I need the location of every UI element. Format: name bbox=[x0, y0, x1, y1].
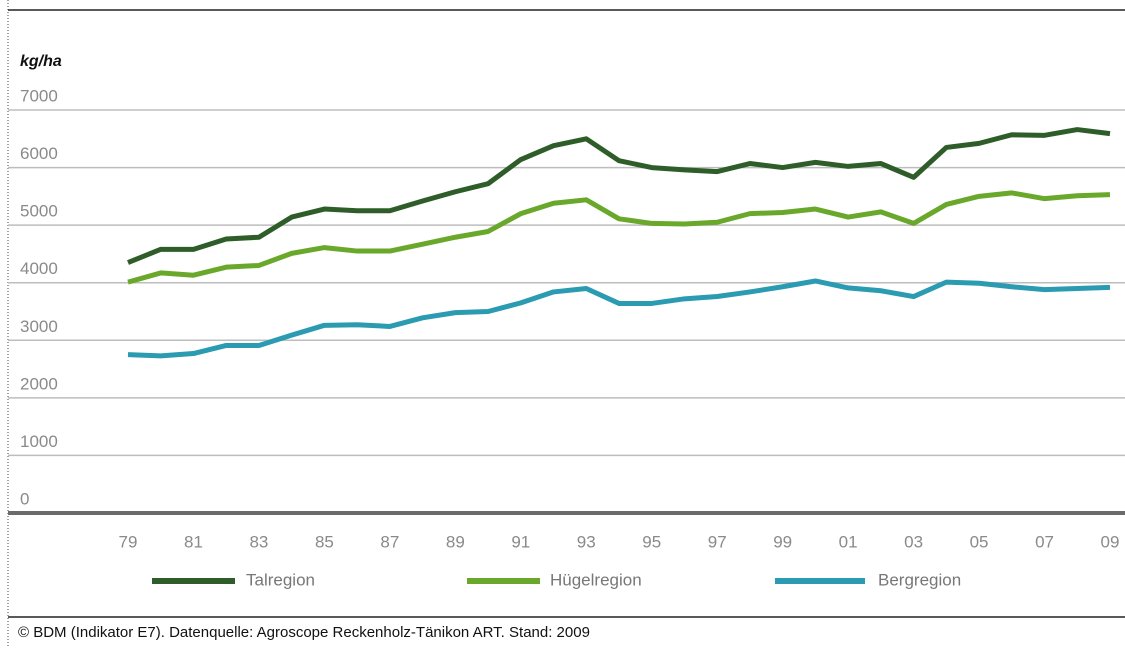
y-tick-label: 5000 bbox=[20, 202, 58, 221]
x-tick-label: 97 bbox=[708, 532, 727, 551]
x-tick-label: 09 bbox=[1101, 532, 1120, 551]
x-tick-label: 93 bbox=[577, 532, 596, 551]
y-tick-label: 7000 bbox=[20, 86, 58, 105]
x-tick-label: 07 bbox=[1035, 532, 1054, 551]
x-tick-label: 79 bbox=[119, 532, 138, 551]
legend-label: Bergregion bbox=[878, 570, 961, 589]
y-tick-label: 0 bbox=[20, 489, 29, 508]
x-tick-label: 99 bbox=[773, 532, 792, 551]
y-tick-label: 1000 bbox=[20, 432, 58, 451]
x-tick-label: 87 bbox=[380, 532, 399, 551]
y-tick-label: 6000 bbox=[20, 144, 58, 163]
x-tick-label: 89 bbox=[446, 532, 465, 551]
x-tick-label: 95 bbox=[642, 532, 661, 551]
x-tick-label: 03 bbox=[904, 532, 923, 551]
y-tick-label: 3000 bbox=[20, 317, 58, 336]
legend-label: Talregion bbox=[246, 570, 315, 589]
y-tick-label: 2000 bbox=[20, 374, 58, 393]
x-tick-label: 85 bbox=[315, 532, 334, 551]
legend-label: Hügelregion bbox=[550, 570, 642, 589]
x-tick-label: 81 bbox=[184, 532, 203, 551]
x-tick-label: 05 bbox=[970, 532, 989, 551]
y-tick-label: 4000 bbox=[20, 259, 58, 278]
footer: © BDM (Indikator E7). Datenquelle: Agros… bbox=[18, 624, 590, 641]
y-axis-label: kg/ha bbox=[20, 53, 62, 70]
x-tick-label: 83 bbox=[249, 532, 268, 551]
x-tick-label: 01 bbox=[839, 532, 858, 551]
series-line bbox=[127, 278, 1111, 359]
series-line bbox=[127, 127, 1111, 265]
series-line bbox=[127, 190, 1111, 285]
x-tick-label: 91 bbox=[511, 532, 530, 551]
